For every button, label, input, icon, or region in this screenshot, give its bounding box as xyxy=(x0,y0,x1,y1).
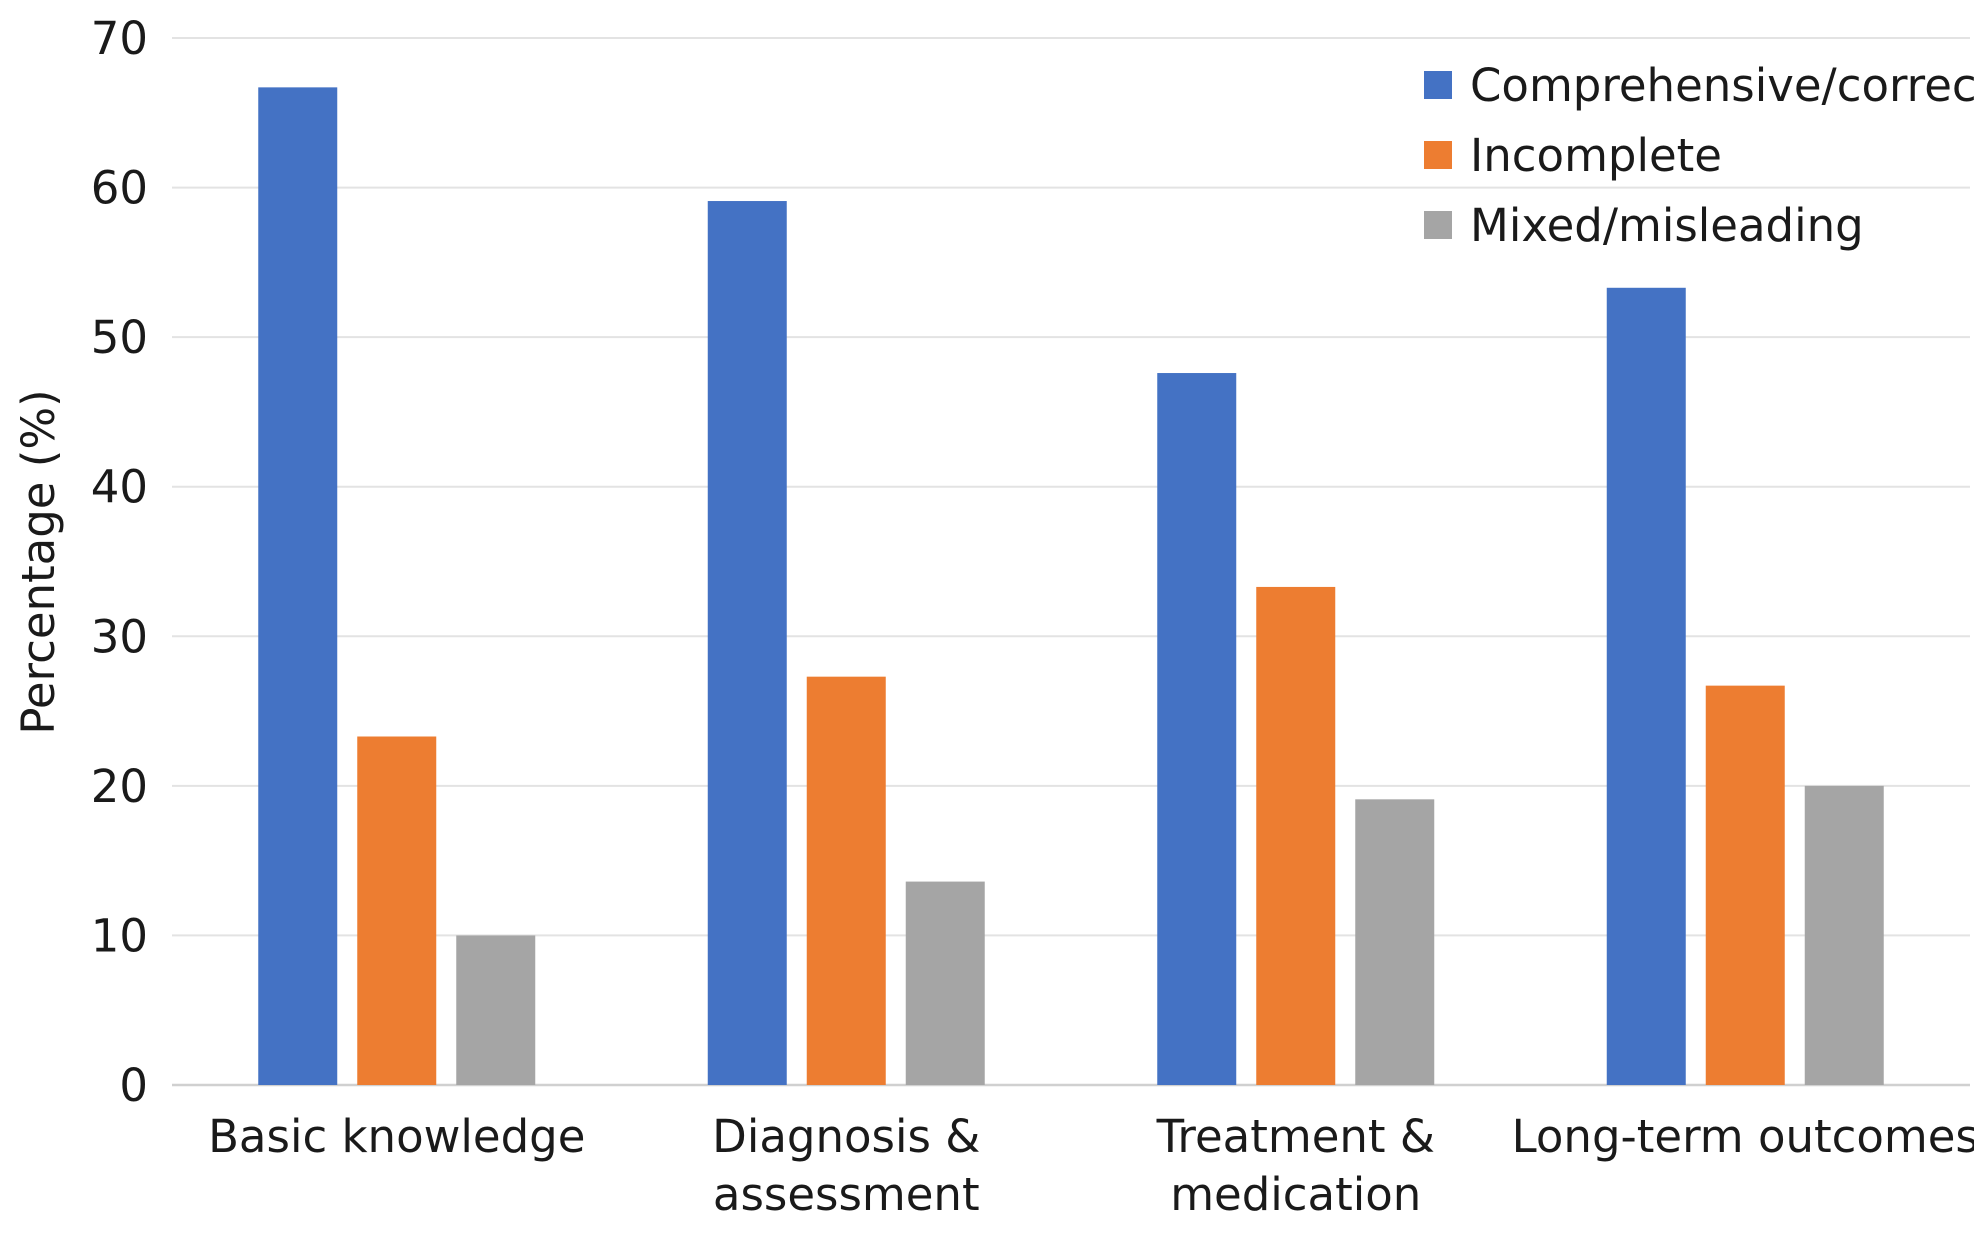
y-tick-label: 0 xyxy=(119,1059,148,1112)
legend: Comprehensive/correct Incomplete Mixed/mis… xyxy=(1424,59,1974,252)
bar xyxy=(456,935,536,1085)
legend-swatch xyxy=(1424,71,1452,99)
bar xyxy=(707,201,787,1086)
x-category-labels: Basic knowledge Diagnosis &assessment Trea… xyxy=(208,1110,1974,1221)
bars-layer xyxy=(258,87,1884,1086)
y-tick-label: 20 xyxy=(91,760,148,813)
bar xyxy=(905,881,985,1085)
legend-label: Comprehensive/correct xyxy=(1470,59,1974,112)
bar xyxy=(1606,287,1686,1085)
x-category-label: Treatment & xyxy=(1156,1110,1435,1163)
bar xyxy=(1157,373,1237,1085)
x-category-label: Long-term outcomes xyxy=(1512,1110,1974,1163)
legend-label: Incomplete xyxy=(1470,129,1722,182)
x-category-label: assessment xyxy=(713,1168,980,1221)
y-tick-label: 60 xyxy=(91,162,148,215)
y-tick-label: 40 xyxy=(91,461,148,514)
bar xyxy=(1256,586,1336,1085)
y-tick-labels: 0 10 20 30 40 50 60 70 xyxy=(91,12,148,1112)
bar xyxy=(1705,685,1785,1085)
y-tick-label: 50 xyxy=(91,311,148,364)
grid-layer xyxy=(172,37,1970,1087)
x-category-label: medication xyxy=(1170,1168,1421,1221)
bar xyxy=(1804,785,1884,1085)
legend-swatch xyxy=(1424,141,1452,169)
bar xyxy=(357,736,437,1085)
bar xyxy=(1355,799,1435,1085)
y-axis-title: Percentage (%) xyxy=(12,389,65,734)
bar xyxy=(806,676,886,1085)
y-tick-label: 70 xyxy=(91,12,148,65)
bar xyxy=(258,87,338,1085)
legend-swatch xyxy=(1424,211,1452,239)
x-category-label: Basic knowledge xyxy=(208,1110,585,1163)
legend-label: Mixed/misleading xyxy=(1470,199,1864,252)
y-tick-label: 10 xyxy=(91,909,148,962)
y-tick-label: 30 xyxy=(91,610,148,663)
x-category-label: Diagnosis & xyxy=(712,1110,980,1163)
